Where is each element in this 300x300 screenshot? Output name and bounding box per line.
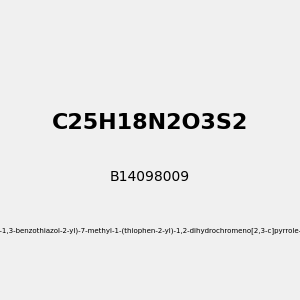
Text: 2-(6-Ethyl-1,3-benzothiazol-2-yl)-7-methyl-1-(thiophen-2-yl)-1,2-dihydrochromeno: 2-(6-Ethyl-1,3-benzothiazol-2-yl)-7-meth… — [0, 228, 300, 234]
Text: B14098009: B14098009 — [110, 170, 190, 184]
Text: C25H18N2O3S2: C25H18N2O3S2 — [52, 113, 248, 133]
